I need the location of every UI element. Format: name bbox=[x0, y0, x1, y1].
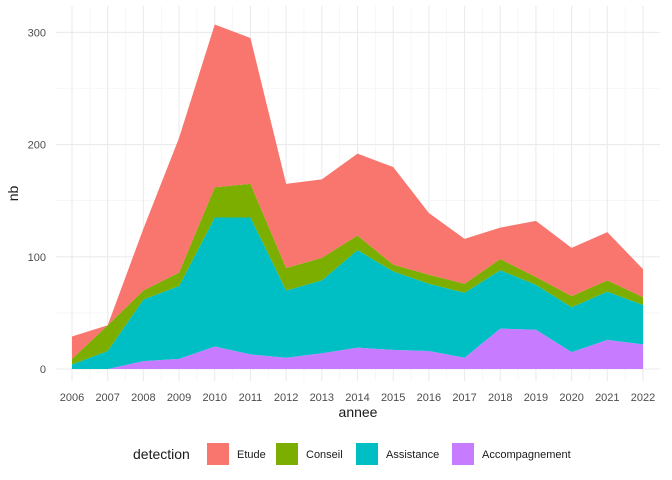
x-tick-label: 2020 bbox=[559, 392, 583, 404]
x-axis-ticks: 2006 2007 2008 2009 2010 2011 2012 2013 2014 2015… bbox=[60, 392, 655, 404]
legend-label: Assistance bbox=[386, 449, 439, 461]
x-tick-label: 2014 bbox=[345, 392, 369, 404]
y-tick-label: 100 bbox=[28, 252, 46, 264]
y-tick-label: 0 bbox=[40, 364, 46, 376]
x-tick-label: 2013 bbox=[310, 392, 334, 404]
y-axis-title: nb bbox=[5, 186, 21, 202]
area-conseil bbox=[72, 183, 643, 365]
legend-swatch bbox=[276, 443, 298, 465]
legend-swatch bbox=[356, 443, 378, 465]
legend-label: Etude bbox=[237, 449, 266, 461]
legend-title: detection bbox=[133, 446, 190, 462]
legend-items: Etude Conseil Assistance Accompagnement bbox=[207, 443, 571, 465]
y-axis-ticks: 0 100 200 300 bbox=[28, 27, 46, 376]
area-assistance bbox=[72, 217, 643, 369]
x-tick-label: 2022 bbox=[631, 392, 655, 404]
x-tick-label: 2012 bbox=[274, 392, 298, 404]
x-tick-label: 2018 bbox=[488, 392, 512, 404]
legend-item-conseil: Conseil bbox=[276, 443, 343, 465]
legend-item-accompagnement: Accompagnement bbox=[452, 443, 571, 465]
y-tick-label: 200 bbox=[28, 140, 46, 152]
legend-item-assistance: Assistance bbox=[356, 443, 439, 465]
x-tick-label: 2017 bbox=[452, 392, 476, 404]
y-tick-label: 300 bbox=[28, 27, 46, 39]
x-tick-label: 2015 bbox=[381, 392, 405, 404]
area-series-group bbox=[72, 24, 643, 369]
x-axis-title: annee bbox=[339, 404, 378, 420]
x-tick-label: 2009 bbox=[167, 392, 191, 404]
area-etude bbox=[72, 24, 643, 359]
legend-label: Accompagnement bbox=[482, 449, 571, 461]
x-tick-label: 2019 bbox=[524, 392, 548, 404]
legend-swatch bbox=[452, 443, 474, 465]
x-tick-label: 2006 bbox=[60, 392, 84, 404]
x-tick-label: 2007 bbox=[95, 392, 119, 404]
x-tick-label: 2011 bbox=[239, 392, 263, 404]
x-tick-label: 2008 bbox=[131, 392, 155, 404]
legend-label: Conseil bbox=[306, 449, 343, 461]
legend: detection Etude Conseil Assistance Accompag… bbox=[133, 443, 571, 465]
x-tick-label: 2010 bbox=[203, 392, 227, 404]
legend-swatch bbox=[207, 443, 229, 465]
x-tick-label: 2021 bbox=[595, 392, 619, 404]
legend-item-etude: Etude bbox=[207, 443, 266, 465]
x-tick-label: 2016 bbox=[417, 392, 441, 404]
